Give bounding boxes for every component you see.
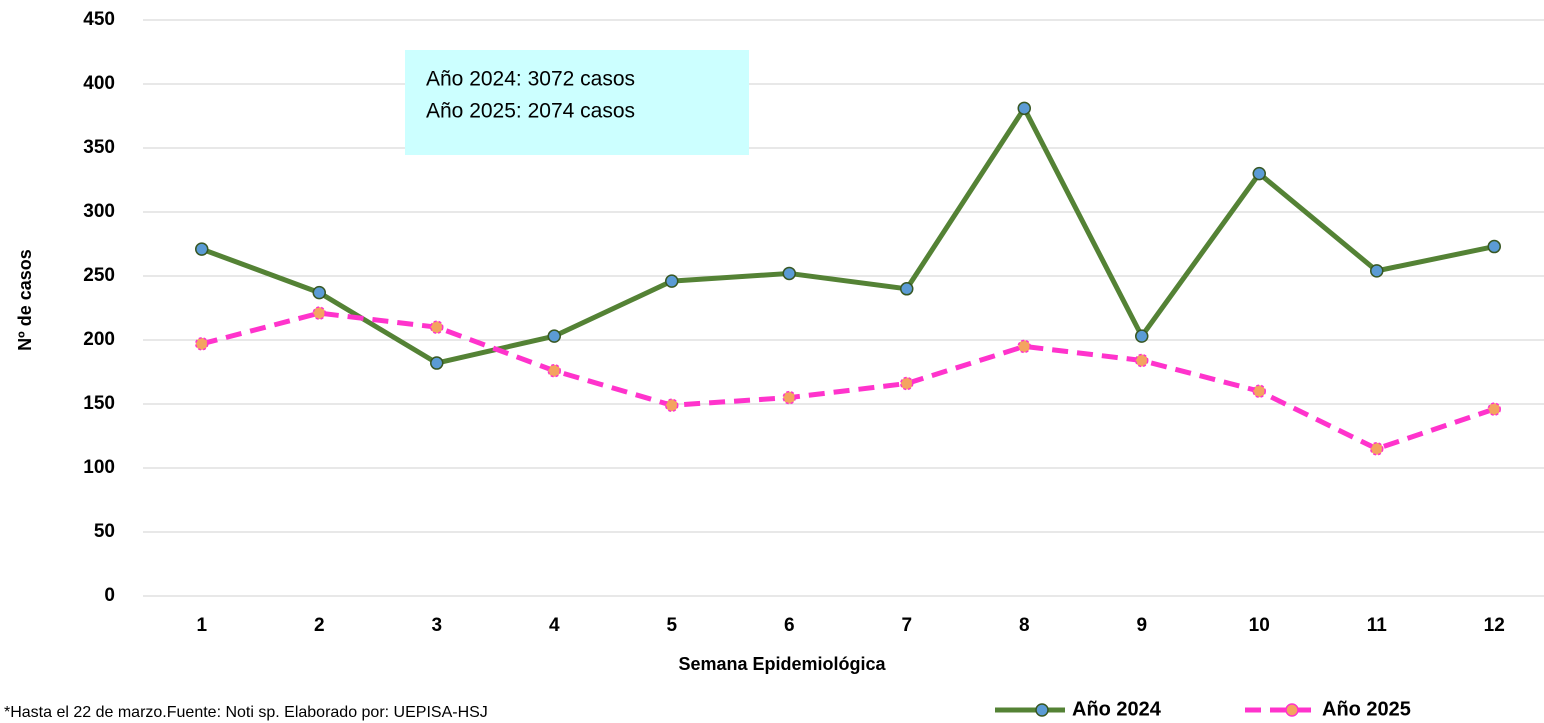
point xyxy=(548,330,560,342)
point xyxy=(666,399,678,411)
point xyxy=(1018,102,1030,114)
y-tick-label: 150 xyxy=(83,393,115,414)
point xyxy=(548,365,560,377)
y-tick-label: 300 xyxy=(83,201,115,222)
x-tick-label: 12 xyxy=(1484,615,1505,636)
y-tick-label: 200 xyxy=(83,329,115,350)
series-line xyxy=(202,108,1495,363)
point xyxy=(783,267,795,279)
point xyxy=(1371,265,1383,277)
point xyxy=(1371,443,1383,455)
legend-label: Año 2025 xyxy=(1322,698,1411,720)
y-tick-label: 50 xyxy=(94,521,115,542)
grid xyxy=(143,20,1544,596)
x-tick-label: 6 xyxy=(784,615,795,636)
x-tick-label: 2 xyxy=(314,615,325,636)
footnote: *Hasta el 22 de marzo.Fuente: Noti sp. E… xyxy=(4,704,488,721)
point xyxy=(1136,354,1148,366)
point xyxy=(313,307,325,319)
y-tick-label: 400 xyxy=(83,73,115,94)
y-tick-label: 250 xyxy=(83,265,115,286)
point xyxy=(431,321,443,333)
chart: Año 2024: 3072 casos Año 2025: 2074 caso… xyxy=(0,0,1544,723)
x-tick-label: 3 xyxy=(431,615,442,636)
y-axis-label: Nº de casos xyxy=(15,249,35,351)
point xyxy=(431,357,443,369)
point xyxy=(1488,241,1500,253)
point xyxy=(1253,385,1265,397)
legend-marker xyxy=(1036,704,1048,716)
point xyxy=(901,378,913,390)
point xyxy=(313,287,325,299)
point xyxy=(783,392,795,404)
y-tick-label: 350 xyxy=(83,137,115,158)
point xyxy=(901,283,913,295)
x-tick-label: 5 xyxy=(666,615,677,636)
point xyxy=(196,243,208,255)
series-line xyxy=(202,313,1495,449)
legend-label: Año 2024 xyxy=(1072,698,1162,720)
x-tick-label: 4 xyxy=(549,615,560,636)
y-tick-label: 450 xyxy=(83,9,115,30)
x-tick-label: 9 xyxy=(1136,615,1147,636)
point xyxy=(1018,340,1030,352)
point xyxy=(1136,330,1148,342)
point xyxy=(196,338,208,350)
x-tick-label: 11 xyxy=(1367,615,1388,636)
point xyxy=(666,275,678,287)
annotation: Año 2025: 2074 casos xyxy=(426,100,635,123)
annotation: Año 2024: 3072 casos xyxy=(426,68,635,91)
legend-marker xyxy=(1286,704,1298,716)
x-tick-label: 10 xyxy=(1249,615,1270,636)
point xyxy=(1253,168,1265,180)
point xyxy=(1488,403,1500,415)
y-tick-label: 0 xyxy=(104,585,115,606)
x-tick-label: 8 xyxy=(1019,615,1030,636)
x-axis-label: Semana Epidemiológica xyxy=(678,654,886,674)
x-tick-label: 1 xyxy=(196,615,207,636)
y-tick-label: 100 xyxy=(83,457,115,478)
x-tick-label: 7 xyxy=(901,615,912,636)
